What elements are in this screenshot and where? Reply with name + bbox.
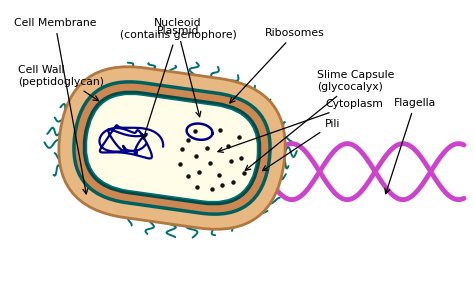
FancyBboxPatch shape	[84, 92, 260, 204]
Text: Pili: Pili	[263, 119, 340, 171]
Text: Flagella: Flagella	[385, 98, 436, 194]
Text: Cytoplasm: Cytoplasm	[218, 99, 383, 152]
FancyBboxPatch shape	[59, 67, 285, 229]
Text: Slime Capsule
(glycocalyx): Slime Capsule (glycocalyx)	[245, 70, 394, 170]
Text: Cell Membrane: Cell Membrane	[14, 18, 96, 194]
Text: Nucleoid
(contains genophore): Nucleoid (contains genophore)	[119, 18, 237, 139]
FancyBboxPatch shape	[74, 82, 270, 214]
Text: Ribosomes: Ribosomes	[230, 28, 325, 103]
Text: Cell Wall
(peptidoglycan): Cell Wall (peptidoglycan)	[18, 65, 104, 101]
Text: Plasmid: Plasmid	[157, 26, 201, 117]
FancyBboxPatch shape	[87, 95, 257, 201]
